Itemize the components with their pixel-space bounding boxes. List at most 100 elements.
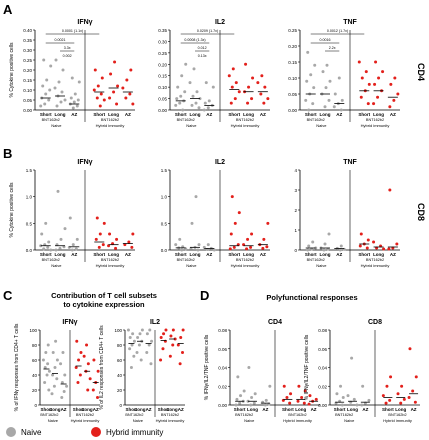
data-point — [181, 108, 185, 112]
data-point — [136, 336, 140, 339]
data-point — [413, 400, 417, 404]
data-point — [56, 189, 60, 193]
hybrid-group-label: Hybrid immunity — [361, 263, 390, 268]
data-point — [395, 242, 399, 246]
data-point — [60, 381, 64, 384]
y-tick-label: 0.30 — [158, 39, 167, 44]
data-point — [44, 92, 48, 96]
data-point — [322, 248, 326, 252]
chart-d-cd4: CD4 0.00 0.02 0.04 0.06 0.08 % IFNγ/IL2/TNF po… — [204, 319, 320, 423]
data-point — [359, 95, 363, 99]
data-point — [250, 396, 254, 399]
data-point — [196, 248, 200, 252]
x-tick-label: Short — [282, 407, 294, 412]
hybrid-group-label: Hybrid immunity — [96, 263, 125, 268]
x-tick-label: Long — [320, 112, 331, 117]
data-point — [128, 336, 132, 339]
y-axis-label: % Cytokine positive cells — [9, 182, 15, 238]
data-point — [159, 358, 163, 362]
data-point — [377, 76, 381, 80]
p-value: 0.0001 (1.1x) — [62, 29, 83, 33]
data-point — [124, 96, 128, 100]
data-point — [162, 332, 166, 336]
y-tick-label: 0.08 — [218, 328, 227, 333]
data-point — [246, 237, 250, 241]
data-point — [350, 356, 354, 360]
bnt-label-hybrid: BNT162b2 — [288, 413, 306, 417]
data-point — [400, 384, 404, 388]
data-point — [43, 366, 47, 369]
x-tick-label: Short — [234, 407, 246, 412]
data-point — [388, 188, 392, 192]
chart-title: TNF — [343, 19, 357, 26]
data-point — [181, 351, 185, 354]
data-point — [227, 74, 231, 78]
x-tick-label: Short — [93, 252, 105, 257]
data-point — [63, 373, 67, 377]
data-point — [54, 58, 58, 62]
data-point — [268, 384, 272, 388]
data-point — [55, 104, 59, 108]
data-point — [239, 394, 243, 398]
data-point — [179, 94, 183, 98]
data-point — [192, 67, 196, 71]
data-point — [252, 401, 256, 405]
data-point — [340, 403, 344, 407]
bnt-label: BNT162b2 — [177, 118, 195, 122]
x-tick-label: Long — [135, 407, 146, 412]
data-point — [77, 80, 81, 84]
x-tick-label: Long — [108, 112, 119, 117]
p-value: 2.2x — [329, 46, 336, 50]
data-point — [408, 347, 412, 351]
data-point — [43, 381, 47, 384]
data-point — [100, 76, 104, 80]
x-tick-label: AZ — [260, 252, 266, 257]
y-tick-label: 2 — [294, 208, 297, 213]
x-tick-label: Short — [305, 252, 317, 257]
data-point — [42, 58, 46, 62]
data-point — [266, 97, 270, 101]
data-point — [306, 50, 310, 54]
x-tick-label: Long — [55, 252, 66, 257]
data-point — [382, 247, 386, 251]
data-point — [91, 388, 95, 392]
data-point — [47, 369, 51, 373]
data-point — [235, 397, 239, 401]
data-point — [74, 366, 78, 369]
data-point — [296, 399, 300, 403]
bnt-label-hybrid: BNT162b2 — [366, 118, 384, 122]
x-tick-label: Long — [395, 407, 406, 412]
data-point — [76, 381, 80, 384]
data-point — [263, 85, 267, 89]
data-point — [108, 232, 112, 236]
panel-c-title-line2: to cytokine expression — [63, 300, 145, 309]
data-point — [314, 397, 318, 401]
data-point — [62, 390, 66, 393]
data-point — [40, 232, 44, 236]
y-tick-label: 0.04 — [218, 366, 227, 371]
data-point — [147, 343, 151, 347]
data-point — [388, 398, 392, 402]
y-axis-label: % of IFNγ responses from CD4+ T cells — [14, 323, 20, 411]
data-point — [96, 369, 100, 373]
data-point — [366, 238, 370, 242]
data-point — [176, 343, 180, 347]
data-point — [305, 79, 309, 83]
data-point — [340, 98, 344, 102]
y-tick-label: 60 — [117, 358, 123, 363]
y-tick-label: 0.25 — [23, 58, 32, 63]
data-point — [41, 84, 45, 88]
data-point — [361, 384, 365, 388]
data-point — [374, 60, 378, 64]
data-point — [242, 389, 246, 393]
data-point — [63, 98, 67, 102]
data-point — [311, 240, 315, 244]
data-point — [285, 396, 289, 399]
data-point — [180, 74, 184, 78]
data-point — [78, 373, 82, 377]
x-tick-label: Long — [55, 112, 66, 117]
data-point — [178, 101, 182, 105]
data-point — [174, 103, 178, 107]
bnt-label: BNT162b2 — [125, 413, 143, 417]
